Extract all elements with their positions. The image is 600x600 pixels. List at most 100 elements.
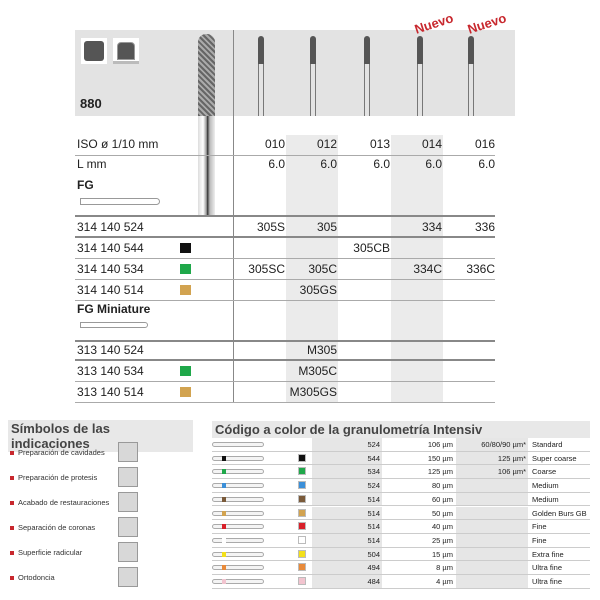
bur-shank-icon	[212, 510, 264, 516]
product-code: 880	[80, 96, 102, 111]
grit-standard	[456, 492, 528, 506]
article-row: 314 140 544 305CB	[75, 238, 495, 259]
bur-shank-image	[417, 64, 423, 116]
bur-shank-icon	[212, 442, 264, 447]
bur-shank-icon	[212, 579, 264, 584]
grit-color-swatch	[298, 522, 306, 531]
iso-label: ISO ø 1/10 mm	[77, 137, 159, 151]
indication-icon	[118, 467, 138, 487]
article-cell[interactable]: 334	[421, 220, 442, 234]
article-row: 313 140 514 M305GS	[75, 382, 495, 403]
color-ring-mark	[222, 455, 226, 461]
grit-size: 4 µm	[436, 577, 453, 586]
grit-row: 514 40 µm Fine	[212, 520, 590, 534]
bur-shank-image	[258, 64, 264, 116]
bur-shank-image	[364, 64, 370, 116]
fg-shank-icon	[80, 198, 160, 205]
article-row: 314 140 524 305S 305 334 336	[75, 217, 495, 238]
section-line	[75, 340, 495, 342]
grit-code: 514	[312, 506, 382, 520]
grit-name: Ultra fine	[532, 563, 563, 573]
grit-title: Código a color de la granulometría Inten…	[212, 421, 590, 438]
grit-name: Coarse	[532, 467, 557, 477]
indications-title: Símbolos de las indicaciones	[8, 420, 193, 452]
grit-name: Medium	[532, 494, 559, 504]
grit-standard	[456, 520, 528, 533]
article-ref: 313 140 534	[77, 364, 144, 378]
shaded-column-014	[391, 135, 443, 402]
grit-standard	[456, 479, 528, 492]
size-cell: 010	[264, 137, 285, 151]
shaded-column-012	[286, 135, 338, 402]
article-ref: 313 140 524	[77, 343, 144, 357]
grit-row: 544 150 µm 125 µm* Super coarse	[212, 451, 590, 466]
article-cell[interactable]: M305GS	[289, 385, 337, 399]
bur-shank-image	[310, 64, 316, 116]
indication-item: Preparación de protesis	[10, 473, 97, 482]
article-ref: 314 140 514	[77, 283, 144, 297]
grit-size: 40 µm	[432, 522, 453, 532]
grit-standard: 106 µm*	[456, 465, 528, 479]
grit-color-swatch	[180, 285, 191, 295]
article-row: 314 140 534 305SC 305C 334C 336C	[75, 259, 495, 280]
color-ring-mark	[222, 551, 226, 557]
article-cell[interactable]: 336C	[466, 262, 495, 276]
bur-head-image	[417, 36, 423, 64]
length-cell: 6.0	[268, 157, 285, 171]
bur-head-image	[468, 36, 474, 64]
grit-size: 25 µm	[432, 535, 453, 545]
grit-name: Medium	[532, 481, 559, 491]
grit-size: 125 µm	[427, 467, 453, 477]
grit-code: 524	[312, 479, 382, 492]
grit-standard	[456, 575, 528, 588]
bur-shank-icon	[212, 524, 264, 530]
article-cell[interactable]: 334C	[413, 262, 442, 276]
grit-row: 514 25 µm Fine	[212, 533, 590, 548]
grit-standard	[456, 506, 528, 520]
article-cell[interactable]: 336	[474, 220, 495, 234]
indication-icon	[118, 517, 138, 537]
grit-standard	[456, 533, 528, 547]
grit-color-swatch	[298, 453, 306, 462]
article-ref: 313 140 514	[77, 385, 144, 399]
article-ref: 314 140 524	[77, 220, 144, 234]
fgm-shank-icon	[80, 322, 148, 328]
article-cell[interactable]: 305GS	[299, 283, 337, 297]
bur-head-image	[364, 36, 370, 64]
bur-shank-icon	[212, 537, 264, 543]
article-cell[interactable]: M305	[306, 343, 337, 357]
grit-code: 514	[312, 533, 382, 547]
indication-item: Ortodoncia	[10, 573, 55, 582]
article-cell[interactable]: 305	[316, 220, 337, 234]
size-cell: 016	[474, 137, 495, 151]
bur-head-image	[310, 36, 316, 64]
cavity-prep-icon	[81, 38, 107, 64]
article-cell[interactable]: 305S	[256, 220, 285, 234]
grit-row: 514 50 µm Golden Burs GB	[212, 506, 590, 521]
prosthesis-prep-icon	[113, 38, 139, 64]
grit-row: 534 125 µm 106 µm* Coarse	[212, 465, 590, 480]
grit-color-swatch	[180, 243, 191, 253]
article-cell[interactable]: 305CB	[353, 241, 390, 255]
section-line	[75, 215, 495, 217]
grit-size: 15 µm	[432, 549, 453, 559]
grit-standard	[456, 547, 528, 561]
bur-shank-image	[468, 64, 474, 116]
iso-size-row: ISO ø 1/10 mm 010 012 013 014 016	[75, 137, 495, 156]
indication-icon	[118, 442, 138, 462]
article-cell[interactable]: 305C	[308, 262, 337, 276]
bur-shank-icon	[212, 551, 264, 557]
article-row: 314 140 514 305GS	[75, 280, 495, 301]
grit-code: 494	[312, 561, 382, 574]
article-cell[interactable]: 305SC	[248, 262, 285, 276]
grit-size: 150 µm	[427, 453, 453, 463]
indication-item: Superficie radicular	[10, 548, 82, 557]
fgm-section-title: FG Miniature	[77, 302, 151, 316]
color-ring-mark	[222, 510, 226, 516]
article-cell[interactable]: M305C	[298, 364, 337, 378]
grit-color-swatch	[298, 563, 306, 572]
grit-code: 504	[312, 547, 382, 561]
color-ring-mark	[222, 537, 226, 543]
bur-head-image	[258, 36, 264, 64]
grit-name: Fine	[532, 522, 547, 532]
